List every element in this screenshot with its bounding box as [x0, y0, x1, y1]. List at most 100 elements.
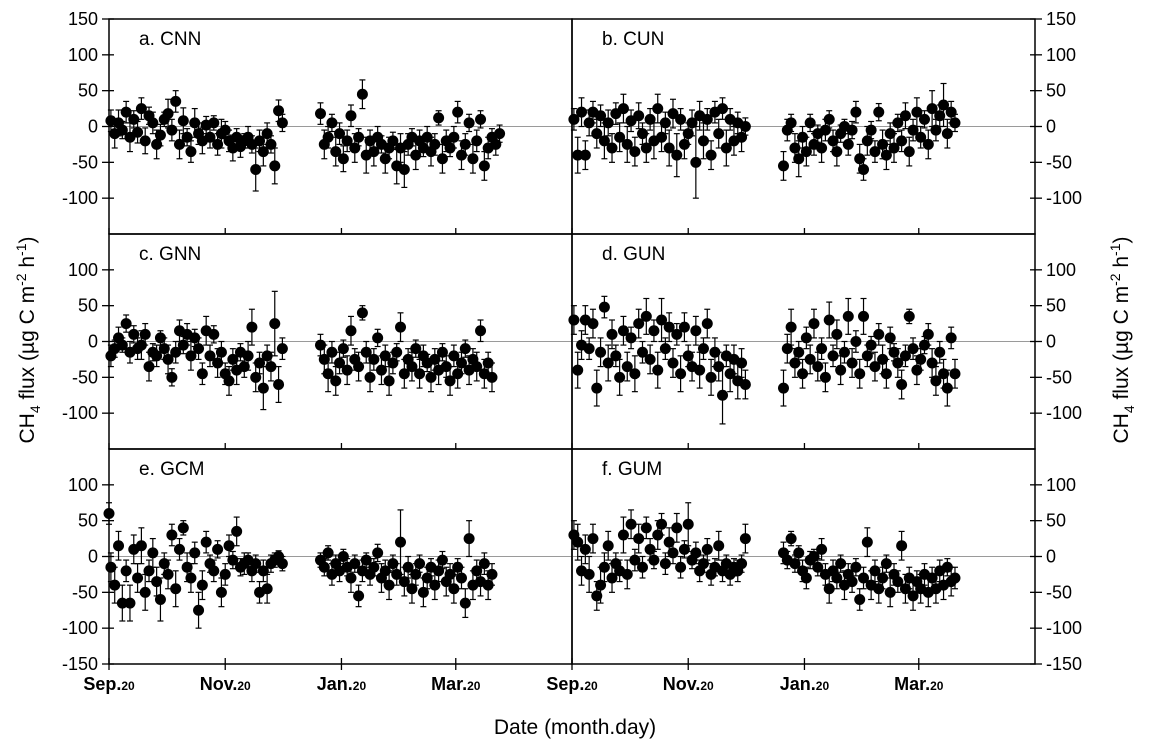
y-tick-label: -50 — [1046, 152, 1072, 172]
data-point — [189, 332, 201, 344]
data-point — [899, 583, 911, 595]
data-point — [455, 357, 467, 369]
data-point — [471, 361, 483, 373]
data-point — [576, 106, 588, 118]
data-point — [850, 106, 862, 118]
data-point — [166, 371, 178, 383]
data-point — [835, 558, 847, 570]
data-point — [892, 576, 904, 588]
data-point — [387, 558, 399, 570]
x-tick-label: Nov.20 — [663, 674, 714, 694]
data-point — [452, 106, 464, 118]
panel-title: f. GUM — [602, 459, 662, 480]
data-point — [212, 357, 224, 369]
data-point — [455, 572, 467, 584]
y-tick-label: 0 — [88, 332, 98, 352]
data-point — [671, 149, 683, 161]
data-point — [185, 350, 197, 362]
data-point — [675, 113, 687, 125]
data-point — [785, 321, 797, 333]
data-point — [463, 117, 475, 129]
data-point — [671, 522, 683, 534]
data-point — [846, 357, 858, 369]
data-point — [467, 153, 479, 165]
data-point — [181, 131, 193, 143]
data-point — [892, 357, 904, 369]
data-point — [429, 579, 441, 591]
data-point — [938, 368, 950, 380]
data-point — [819, 371, 831, 383]
data-point — [823, 113, 835, 125]
data-point — [888, 142, 900, 154]
data-point — [139, 135, 151, 147]
data-point — [873, 583, 885, 595]
data-point — [949, 117, 961, 129]
data-point — [648, 325, 660, 337]
data-point — [678, 138, 690, 150]
data-point — [877, 138, 889, 150]
data-point — [254, 357, 266, 369]
data-point — [139, 328, 151, 340]
data-point — [276, 343, 288, 355]
data-point — [326, 117, 338, 129]
data-point — [880, 558, 892, 570]
data-point — [212, 543, 224, 555]
data-point — [877, 572, 889, 584]
y-tick-label: 0 — [1046, 332, 1056, 352]
data-point — [701, 543, 713, 555]
data-point — [410, 149, 422, 161]
data-point — [598, 561, 610, 573]
data-point — [899, 350, 911, 362]
data-point — [204, 350, 216, 362]
data-point — [869, 146, 881, 158]
data-point — [417, 586, 429, 598]
data-point — [379, 153, 391, 165]
data-point — [387, 135, 399, 147]
data-point — [463, 533, 475, 545]
panel-title: d. GUN — [602, 244, 665, 265]
data-point — [120, 318, 132, 330]
y-tick-label: 100 — [1046, 45, 1076, 65]
data-point — [701, 113, 713, 125]
data-point — [629, 368, 641, 380]
y-tick-label: -100 — [1046, 618, 1082, 638]
data-point — [398, 164, 410, 175]
y-tick-label: -100 — [1046, 403, 1082, 423]
x-tick-label: Mar.20 — [431, 674, 481, 694]
data-point — [842, 138, 854, 150]
data-point — [375, 364, 387, 376]
data-point — [143, 361, 155, 373]
data-point — [812, 561, 824, 573]
data-point — [858, 164, 870, 175]
data-point — [854, 594, 866, 605]
data-point — [797, 368, 809, 380]
data-point — [215, 586, 227, 598]
data-point — [322, 368, 334, 380]
data-point — [606, 142, 618, 154]
data-point — [368, 146, 380, 158]
data-point — [644, 113, 656, 125]
data-point — [265, 361, 277, 373]
data-point — [633, 110, 645, 122]
y-tick-label: 100 — [1046, 260, 1076, 280]
data-point — [132, 572, 144, 584]
data-point — [831, 146, 843, 158]
y-tick-label: -100 — [62, 188, 98, 208]
data-point — [436, 554, 448, 566]
data-point — [858, 572, 870, 584]
data-point — [185, 146, 197, 158]
data-point — [414, 558, 426, 570]
data-point — [949, 572, 961, 584]
data-point — [452, 368, 464, 380]
y-tick-label: 100 — [68, 475, 98, 495]
y-tick-label: -150 — [1046, 654, 1082, 674]
x-axis-title: Date (month.day) — [494, 716, 656, 739]
data-point — [838, 346, 850, 358]
data-point — [177, 339, 189, 351]
data-point — [583, 568, 595, 580]
data-point — [896, 379, 908, 390]
data-point — [614, 131, 626, 143]
data-point — [135, 103, 147, 115]
data-point — [261, 583, 273, 595]
data-point — [166, 124, 178, 136]
